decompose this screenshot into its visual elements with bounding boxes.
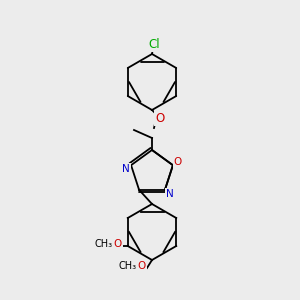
Text: O: O — [138, 261, 146, 271]
Text: Cl: Cl — [148, 38, 160, 50]
Text: CH₃: CH₃ — [119, 261, 137, 271]
Text: O: O — [155, 112, 165, 124]
Text: O: O — [114, 239, 122, 249]
Text: CH₃: CH₃ — [95, 239, 113, 249]
Text: N: N — [166, 189, 174, 199]
Text: O: O — [174, 157, 182, 167]
Text: N: N — [122, 164, 130, 174]
